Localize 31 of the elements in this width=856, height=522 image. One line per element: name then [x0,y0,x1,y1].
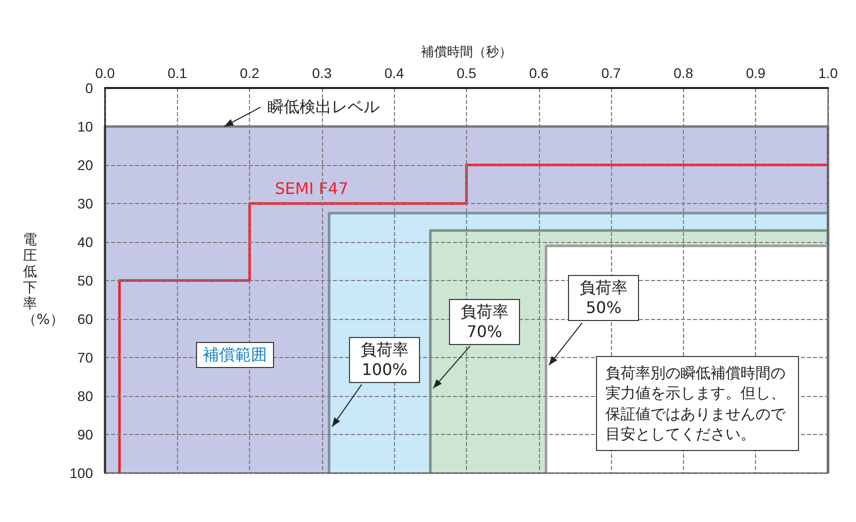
x-tick-label: 1.0 [818,65,838,81]
y-tick-label: 50 [77,272,94,288]
series-label: 負荷率 70% [448,299,520,346]
series-label: 瞬低検出レベル [268,96,380,118]
y-tick-label: 20 [77,157,94,173]
x-tick-label: 0.9 [746,65,766,81]
x-tick-label: 0.0 [95,65,115,81]
y-tick-label: 40 [77,234,94,250]
x-tick-label: 0.1 [168,65,188,81]
x-tick-label: 0.8 [674,65,694,81]
series-label: SEMI F47 [274,178,348,198]
y-tick-label: 80 [77,388,94,404]
x-axis-title: 補償時間（秒） [421,44,512,59]
x-tick-label: 0.3 [312,65,332,81]
y-axis-title: 電圧低下率（%） [22,232,64,329]
y-tick-label: 10 [77,118,94,134]
y-tick-label: 30 [77,196,94,212]
y-tick-label: 90 [77,426,94,442]
series-label: 負荷率 100% [348,336,420,383]
annotation: 負荷率別の瞬低補償時間の実力値を示します。但し、保証値ではありませんので目安としてください。 [596,356,799,452]
x-tick-label: 0.7 [601,65,622,81]
y-tick-label: 60 [77,311,94,327]
annotation: 補償範囲 [196,342,274,368]
x-tick-label: 0.6 [529,65,549,81]
x-tick-label: 0.4 [384,65,404,81]
x-tick-label: 0.5 [456,65,476,81]
x-tick-label: 0.2 [240,65,260,81]
y-tick-label: 70 [77,350,94,366]
y-tick-label: 100 [70,465,94,481]
series-label: 負荷率 50% [568,274,640,321]
y-tick-label: 0 [85,80,94,96]
